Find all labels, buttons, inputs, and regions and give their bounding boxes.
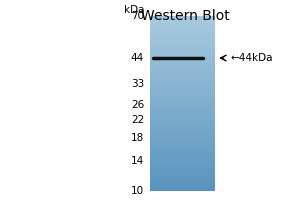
Text: 44: 44 bbox=[131, 53, 144, 63]
Text: kDa: kDa bbox=[124, 5, 144, 15]
Text: 10: 10 bbox=[131, 186, 144, 196]
Text: 70: 70 bbox=[131, 11, 144, 21]
Text: ←44kDa: ←44kDa bbox=[231, 53, 274, 63]
Text: 18: 18 bbox=[131, 133, 144, 143]
Text: 33: 33 bbox=[131, 79, 144, 89]
Text: Western Blot: Western Blot bbox=[141, 9, 230, 23]
Text: 26: 26 bbox=[131, 100, 144, 110]
Text: 14: 14 bbox=[131, 156, 144, 166]
Text: 22: 22 bbox=[131, 115, 144, 125]
